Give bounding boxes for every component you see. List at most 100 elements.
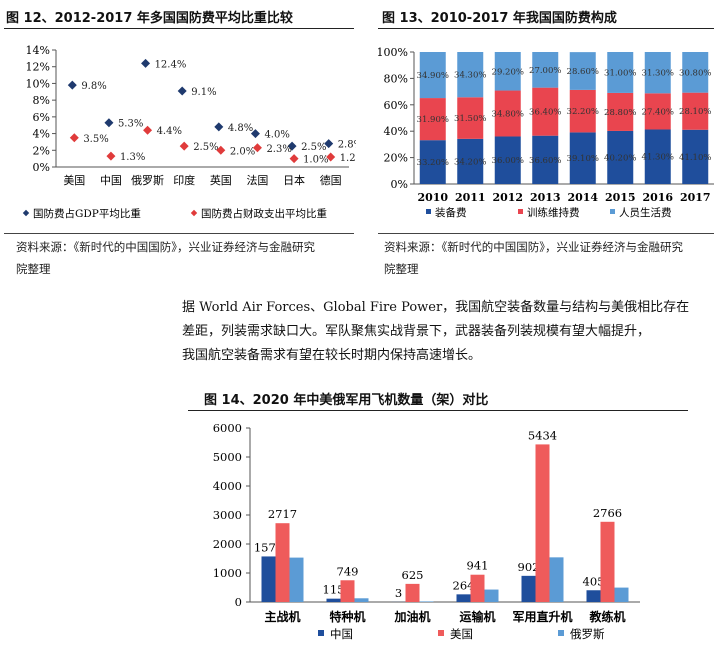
series-3-bar [682,52,709,93]
series-3-bar [289,557,304,602]
series-2-data-label: 1.2% [340,153,356,164]
y-tick-label: 14% [26,44,50,57]
series-1-bar [457,138,484,184]
series-2-data-label: 32.20% [567,107,599,117]
series-1-data-label: 2.5% [301,142,326,153]
series-1-bar [586,590,601,602]
legend-series-1-marker [22,209,30,217]
series-1-data-label: 39.10% [567,154,599,164]
series-2-data-label: 5434 [528,428,557,442]
x-tick-label: 俄罗斯 [131,174,164,187]
y-tick-label: 4% [33,128,50,141]
y-tick-label: 100% [378,46,408,59]
series-1-data-label: 264 [453,578,475,592]
paragraph-line-2: 差距，列装需求缺口大。军队聚焦实战背景下，武器装备列装规模有望大幅提升， [182,324,651,339]
series-1-data-label: 405 [583,574,605,588]
series-2-data-label: 2766 [593,506,622,520]
legend-series-2-marker [190,209,198,217]
fig12-title-rule [4,28,354,29]
x-tick-label: 中国 [100,174,122,187]
fig14-title-rule [188,410,688,411]
legend-series-3-label: 俄罗斯 [570,627,605,641]
series-1-data-label: 2.8% [338,140,356,151]
series-1-data-label: 36.60% [529,156,561,166]
legend-series-3-swatch [558,630,564,636]
series-2-point [216,145,226,155]
series-2-data-label: 3.5% [83,134,108,145]
series-1-point [141,58,151,68]
series-2-data-label: 36.40% [529,108,561,118]
series-2-data-label: 749 [337,564,359,578]
fig12-bottom-rule [4,233,354,234]
series-1-data-label: 902 [518,560,540,574]
series-1-data-label: 33.20% [417,158,449,168]
series-3-data-label: 27.00% [529,66,561,76]
series-1-data-label: 41.30% [642,153,674,163]
series-1-bar [532,135,559,184]
series-2-data-label: 625 [402,568,424,582]
series-1-data-label: 41.10% [679,153,711,163]
series-1-point [287,141,297,151]
fig13-source-line-1: 资料来源：《新时代的中国国防》，兴业证券经济与金融研究 [384,240,683,254]
x-tick-label: 印度 [173,173,195,187]
legend-series-1-label: 装备费 [435,206,467,219]
series-1-bar [494,136,521,184]
series-3-bar [549,557,564,602]
y-tick-label: 60% [384,99,408,112]
x-tick-label: 2015 [605,191,636,204]
fig12-source: 资料来源：《新时代的中国国防》，兴业证券经济与金融研究 院整理 [16,236,315,280]
series-2-data-label: 2.5% [193,142,218,153]
series-3-data-label: 34.30% [454,71,486,81]
series-2-point [326,152,336,162]
series-1-point [214,122,224,132]
series-2-bar [607,92,634,131]
series-3-bar [419,601,434,602]
series-1-bar [521,575,536,602]
y-tick-label: 0% [33,161,50,174]
series-2-point [252,143,262,153]
body-paragraph: 据 World Air Forces、Global Fire Power，我国航… [182,296,689,368]
y-tick-label: 0% [391,178,408,191]
series-1-bar [607,130,634,184]
series-3-bar [532,52,559,88]
y-tick-label: 20% [384,152,408,165]
y-tick-label: 1000 [213,566,242,580]
x-tick-label: 2011 [455,191,486,204]
series-3-bar [457,52,484,98]
series-3-bar [494,52,521,91]
series-1-point [104,118,114,128]
x-tick-label: 英国 [210,173,232,187]
series-1-data-label: 36.00% [492,156,524,166]
series-2-data-label: 941 [467,559,489,573]
series-1-data-label: 9.8% [81,81,106,92]
legend-series-2-swatch [518,209,523,214]
x-tick-label: 运输机 [459,609,495,624]
series-2-bar [419,98,446,141]
series-1-data-label: 3 [395,586,402,600]
x-tick-label: 美国 [63,174,85,187]
series-1-bar [456,594,471,602]
x-tick-label: 2016 [642,191,673,204]
series-1-data-label: 9.1% [191,87,216,98]
fig14-chart: 0100020003000400050006000主战机15712717特种机1… [213,421,640,641]
legend-series-1-label: 中国 [330,627,353,641]
series-3-data-label: 31.00% [604,68,636,78]
y-tick-label: 12% [26,61,50,74]
series-3-data-label: 31.30% [642,69,674,79]
x-tick-label: 2014 [567,191,598,204]
series-2-bar [569,89,596,133]
series-2-data-label: 31.90% [417,115,449,125]
fig13-source: 资料来源：《新时代的中国国防》，兴业证券经济与金融研究 院整理 [384,236,683,280]
series-2-data-label: 28.80% [604,108,636,118]
series-1-data-label: 40.20% [604,153,636,163]
series-1-bar [569,132,596,184]
series-3-data-label: 28.60% [567,67,599,77]
y-tick-label: 6% [33,111,50,124]
series-2-bar [470,574,485,602]
y-tick-label: 6000 [213,421,242,435]
series-3-bar [484,589,499,602]
series-1-bar [419,140,446,184]
series-2-data-label: 28.10% [679,107,711,117]
series-2-bar [644,93,671,130]
legend-series-2-label: 训练维持费 [527,206,580,219]
